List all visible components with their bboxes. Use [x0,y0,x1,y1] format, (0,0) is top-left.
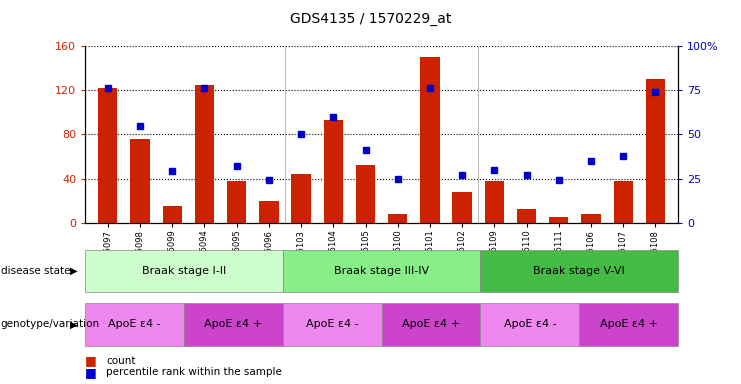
Bar [480,303,579,346]
Bar [283,250,480,292]
Text: count: count [106,356,136,366]
Text: ApoE ε4 +: ApoE ε4 + [402,319,460,329]
Bar [291,174,310,223]
Bar [259,200,279,223]
Bar [382,303,480,346]
Bar [582,214,601,223]
Bar [420,57,439,223]
Text: ApoE ε4 -: ApoE ε4 - [503,319,556,329]
Bar [579,303,678,346]
Bar [388,214,408,223]
Text: GDS4135 / 1570229_at: GDS4135 / 1570229_at [290,12,451,25]
Bar [324,120,343,223]
Bar [356,166,375,223]
Bar [98,88,117,223]
Text: ▶: ▶ [70,266,78,276]
Text: ApoE ε4 +: ApoE ε4 + [599,319,657,329]
Text: ApoE ε4 -: ApoE ε4 - [306,319,359,329]
Bar [480,250,678,292]
Text: Braak stage III-IV: Braak stage III-IV [334,266,429,276]
Bar [162,206,182,223]
Bar [485,181,504,223]
Bar [184,303,283,346]
Bar [646,79,665,223]
Bar [195,85,214,223]
Text: ApoE ε4 +: ApoE ε4 + [205,319,262,329]
Bar [549,217,568,223]
Text: genotype/variation: genotype/variation [1,319,100,329]
Bar [227,181,246,223]
Bar [85,250,283,292]
Bar [614,181,633,223]
Bar [283,303,382,346]
Bar [517,210,536,223]
Bar [130,139,150,223]
Text: ■: ■ [85,366,97,379]
Text: percentile rank within the sample: percentile rank within the sample [106,367,282,377]
Text: ■: ■ [85,354,97,367]
Text: Braak stage I-II: Braak stage I-II [142,266,226,276]
Text: ApoE ε4 -: ApoE ε4 - [108,319,161,329]
Text: ▶: ▶ [70,319,78,329]
Text: Braak stage V-VI: Braak stage V-VI [534,266,625,276]
Bar [453,192,472,223]
Bar [85,303,184,346]
Text: disease state: disease state [1,266,70,276]
